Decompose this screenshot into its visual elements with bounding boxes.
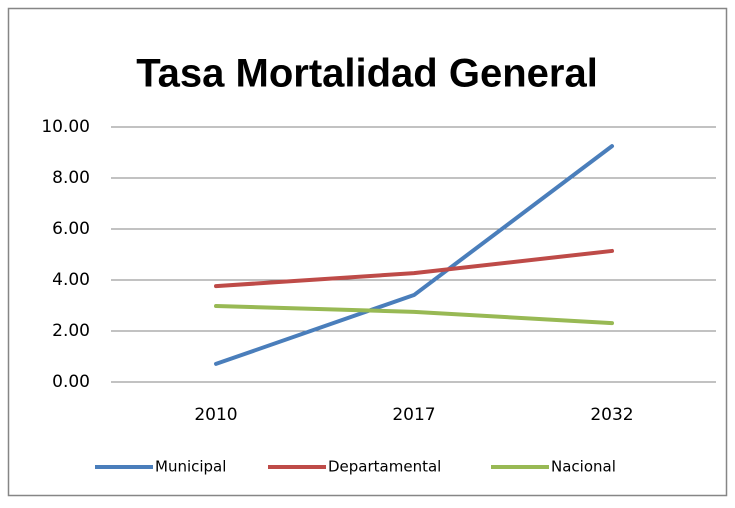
series-line <box>214 304 614 326</box>
y-tick-label: 0.00 <box>52 372 90 392</box>
y-tick-label: 10.00 <box>41 117 90 137</box>
y-tick-label: 4.00 <box>52 270 90 290</box>
series-line <box>214 248 614 289</box>
legend-label: Nacional <box>551 458 616 476</box>
y-tick-label: 2.00 <box>52 321 90 341</box>
x-tick-label: 2010 <box>194 405 237 425</box>
series-line <box>214 144 614 366</box>
y-tick-label: 8.00 <box>52 168 90 188</box>
legend-label: Departamental <box>328 458 441 476</box>
x-tick-label: 2032 <box>590 405 633 425</box>
y-tick-label: 6.00 <box>52 219 90 239</box>
chart-title: Tasa Mortalidad General <box>136 52 598 96</box>
x-tick-label: 2017 <box>392 405 435 425</box>
legend-label: Municipal <box>155 458 226 476</box>
